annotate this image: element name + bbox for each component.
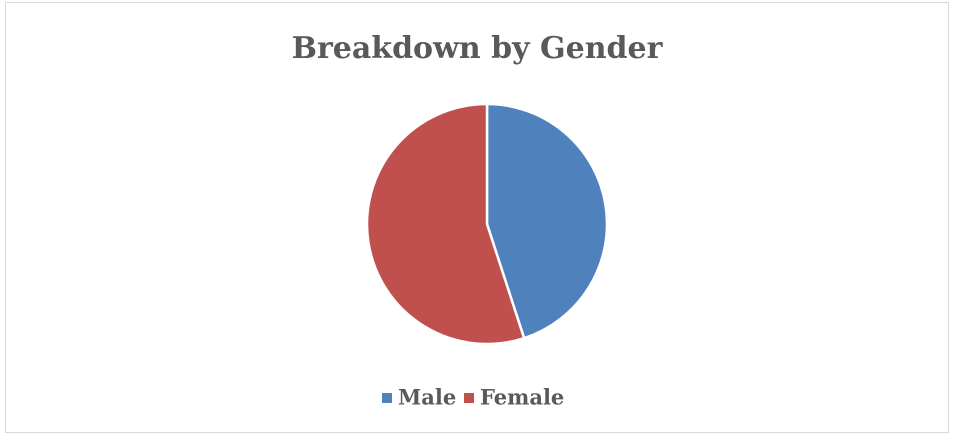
pie-slice: [485, 102, 609, 340]
legend-swatch: [382, 393, 392, 403]
chart-title: Breakdown by Gender: [292, 31, 664, 66]
legend-label: Female: [480, 385, 564, 410]
legend-swatch: [464, 393, 474, 403]
legend-label: Male: [398, 385, 456, 410]
pie-slice: [365, 102, 526, 346]
